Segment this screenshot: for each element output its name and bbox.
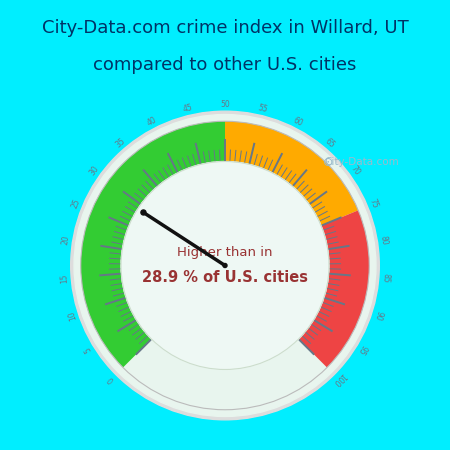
Text: 50: 50	[220, 100, 230, 109]
Circle shape	[121, 162, 329, 369]
Text: 85: 85	[381, 273, 391, 284]
Text: 10: 10	[66, 309, 78, 321]
Text: City-Data.com crime index in Willard, UT: City-Data.com crime index in Willard, UT	[41, 19, 409, 37]
Text: 40: 40	[145, 116, 158, 128]
Text: 95: 95	[356, 343, 369, 356]
Text: 60: 60	[292, 116, 305, 128]
Wedge shape	[298, 210, 369, 368]
Text: 5: 5	[83, 345, 93, 354]
Circle shape	[71, 111, 379, 420]
Wedge shape	[225, 121, 358, 226]
Text: 70: 70	[349, 164, 362, 177]
Text: Higher than in: Higher than in	[177, 246, 273, 259]
Circle shape	[223, 264, 227, 267]
Text: 0: 0	[106, 374, 116, 384]
Text: 15: 15	[59, 273, 69, 284]
Text: 28.9 % of U.S. cities: 28.9 % of U.S. cities	[142, 270, 308, 285]
Text: 45: 45	[182, 104, 193, 114]
Text: ⊙: ⊙	[323, 156, 333, 169]
Text: 55: 55	[257, 104, 268, 114]
Text: 30: 30	[88, 164, 101, 177]
Text: 90: 90	[372, 309, 384, 321]
Text: 65: 65	[323, 136, 336, 150]
Text: 100: 100	[331, 371, 347, 387]
Circle shape	[74, 115, 376, 416]
Text: compared to other U.S. cities: compared to other U.S. cities	[93, 56, 357, 74]
Wedge shape	[81, 121, 225, 368]
Text: City-Data.com: City-Data.com	[324, 157, 399, 167]
Text: 75: 75	[368, 198, 380, 210]
Text: 35: 35	[114, 136, 127, 150]
Text: 25: 25	[70, 198, 82, 210]
Text: 20: 20	[61, 235, 71, 246]
Text: 80: 80	[379, 235, 389, 246]
Circle shape	[141, 210, 146, 215]
